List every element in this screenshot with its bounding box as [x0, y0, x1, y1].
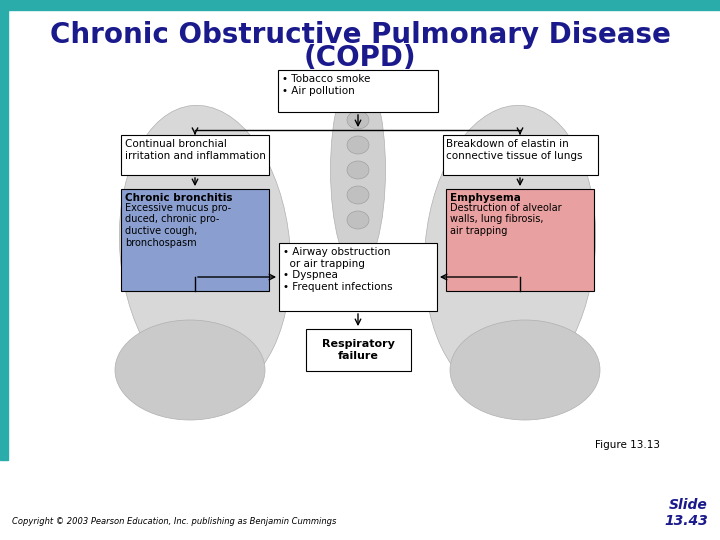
Ellipse shape — [330, 70, 385, 270]
Text: (COPD): (COPD) — [304, 44, 416, 72]
Ellipse shape — [115, 320, 265, 420]
Ellipse shape — [424, 105, 595, 395]
Ellipse shape — [120, 105, 291, 395]
Ellipse shape — [347, 111, 369, 129]
FancyBboxPatch shape — [443, 135, 598, 175]
Text: Slide
13.43: Slide 13.43 — [665, 498, 708, 528]
Ellipse shape — [450, 320, 600, 420]
Text: Copyright © 2003 Pearson Education, Inc. publishing as Benjamin Cummings: Copyright © 2003 Pearson Education, Inc.… — [12, 517, 336, 526]
Text: Excessive mucus pro-
duced, chronic pro-
ductive cough,
bronchospasm: Excessive mucus pro- duced, chronic pro-… — [125, 202, 231, 247]
Text: Chronic Obstructive Pulmonary Disease: Chronic Obstructive Pulmonary Disease — [50, 21, 670, 49]
Text: Emphysema: Emphysema — [450, 193, 521, 203]
FancyBboxPatch shape — [305, 329, 410, 371]
FancyBboxPatch shape — [278, 70, 438, 112]
Ellipse shape — [347, 211, 369, 229]
FancyBboxPatch shape — [121, 135, 269, 175]
Ellipse shape — [347, 161, 369, 179]
Bar — [0, 0, 720, 10]
FancyBboxPatch shape — [121, 189, 269, 291]
Text: Continual bronchial
irritation and inflammation: Continual bronchial irritation and infla… — [125, 139, 266, 160]
FancyBboxPatch shape — [446, 189, 594, 291]
Ellipse shape — [347, 136, 369, 154]
FancyBboxPatch shape — [279, 243, 437, 311]
Text: • Tobacco smoke
• Air pollution: • Tobacco smoke • Air pollution — [282, 74, 370, 96]
Text: Chronic bronchitis: Chronic bronchitis — [125, 193, 233, 203]
Ellipse shape — [347, 186, 369, 204]
Text: Respiratory
failure: Respiratory failure — [322, 339, 395, 361]
Text: Figure 13.13: Figure 13.13 — [595, 440, 660, 450]
Text: • Airway obstruction
  or air trapping
• Dyspnea
• Frequent infections: • Airway obstruction or air trapping • D… — [283, 247, 392, 292]
Bar — [0, 10, 8, 460]
Text: Destruction of alveolar
walls, lung fibrosis,
air trapping: Destruction of alveolar walls, lung fibr… — [450, 202, 562, 236]
Text: Breakdown of elastin in
connective tissue of lungs: Breakdown of elastin in connective tissu… — [446, 139, 583, 160]
